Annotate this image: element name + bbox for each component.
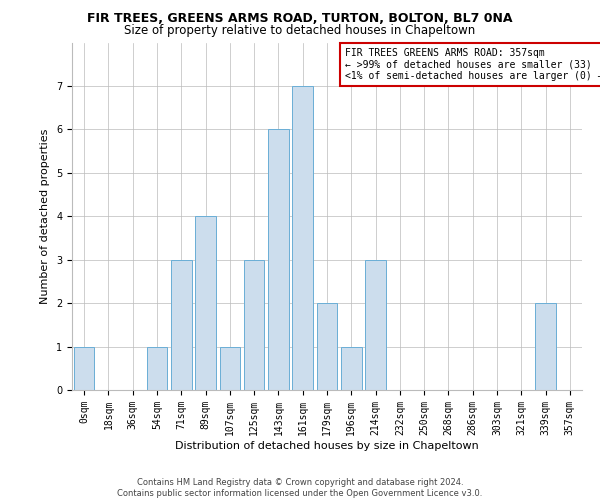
Bar: [341, 346, 362, 390]
Y-axis label: Number of detached properties: Number of detached properties: [40, 128, 50, 304]
Bar: [195, 216, 216, 390]
Bar: [317, 303, 337, 390]
Bar: [365, 260, 386, 390]
Bar: [535, 303, 556, 390]
Bar: [268, 130, 289, 390]
X-axis label: Distribution of detached houses by size in Chapeltown: Distribution of detached houses by size …: [175, 440, 479, 450]
Text: FIR TREES, GREENS ARMS ROAD, TURTON, BOLTON, BL7 0NA: FIR TREES, GREENS ARMS ROAD, TURTON, BOL…: [87, 12, 513, 24]
Text: Contains HM Land Registry data © Crown copyright and database right 2024.
Contai: Contains HM Land Registry data © Crown c…: [118, 478, 482, 498]
Text: FIR TREES GREENS ARMS ROAD: 357sqm
← >99% of detached houses are smaller (33)
<1: FIR TREES GREENS ARMS ROAD: 357sqm ← >99…: [345, 48, 600, 81]
Bar: [220, 346, 240, 390]
Bar: [171, 260, 191, 390]
Text: Size of property relative to detached houses in Chapeltown: Size of property relative to detached ho…: [124, 24, 476, 37]
Bar: [244, 260, 265, 390]
Bar: [292, 86, 313, 390]
Bar: [146, 346, 167, 390]
Bar: [74, 346, 94, 390]
